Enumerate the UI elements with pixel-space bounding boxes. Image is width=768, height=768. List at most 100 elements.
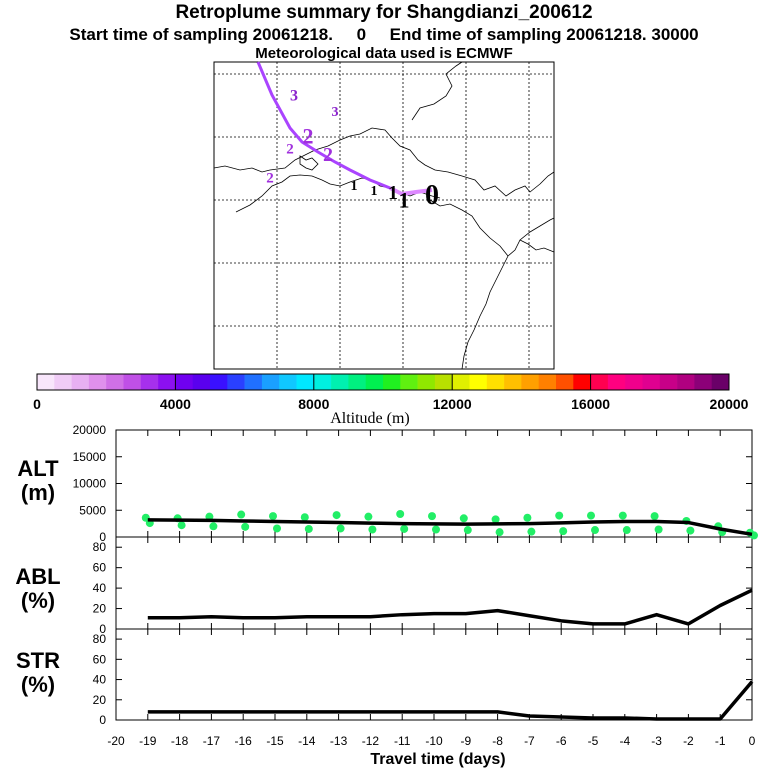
alt-point-upper-altitude-10 [459, 514, 468, 523]
x-tick-label-17: -3 [651, 734, 662, 748]
str-ytick-label-4: 80 [93, 632, 107, 646]
alt-point-lower-altitude-14 [591, 526, 599, 535]
colorbar-tick-label-4: 16000 [571, 396, 610, 412]
colorbar-cell-20 [383, 374, 401, 390]
x-tick-label-5: -15 [266, 734, 284, 748]
map-marker-6: 1 [351, 179, 358, 194]
map-frame [213, 61, 555, 370]
trajectory-recent [389, 186, 433, 197]
x-axis-ticks: -20 -19 -18 -17 -16 -15 -14 -13 -12 -11 -10 -9 -8 -7-… [107, 734, 755, 748]
coast-line-6 [507, 217, 555, 257]
colorbar-cell-13 [261, 374, 280, 390]
abl-ytick-label-1: 20 [93, 602, 107, 616]
alt-point-lower-altitude-9 [432, 525, 440, 534]
alt-point-upper-altitude-7 [364, 512, 373, 521]
x-tick-label-16: -4 [619, 734, 630, 748]
map-marker-1: 3 [332, 105, 339, 120]
str-label: STR [16, 648, 60, 673]
alt-label: ALT [17, 456, 59, 481]
alt-ytick-label-0: 0 [99, 530, 106, 544]
alt-point-lower-altitude-17 [686, 526, 695, 535]
abl-ytick-label-2: 40 [93, 581, 107, 595]
map-marker-10: 0 [425, 180, 439, 211]
colorbar-cell-29 [538, 374, 557, 390]
alt-point-lower-altitude-5 [304, 524, 313, 533]
colorbar-cell-1 [54, 374, 72, 390]
map-marker-0: 3 [290, 88, 298, 105]
chart-title: Retroplume summary for Shangdianzi_20061… [175, 2, 593, 23]
alt-point-upper-altitude-5 [300, 513, 309, 522]
x-tick-label-11: -9 [460, 734, 471, 748]
colorbar-cell-11 [227, 374, 245, 390]
alt-point-lower-altitude-15 [622, 526, 631, 535]
colorbar-cell-24 [452, 374, 470, 390]
abl-unit: (%) [21, 588, 55, 613]
colorbar-cell-31 [573, 374, 591, 390]
colorbar-cell-16 [313, 374, 332, 390]
alt-point-lower-altitude-11 [495, 528, 504, 537]
x-tick-label-19: -1 [715, 734, 726, 748]
x-tick-label-9: -11 [394, 734, 411, 748]
colorbar-cell-32 [590, 374, 609, 390]
colorbar-cell-36 [659, 374, 678, 390]
alt-point-upper-altitude-6 [332, 511, 341, 520]
alt-point-upper-altitude-3 [237, 510, 246, 519]
colorbar-tick-label-3: 12000 [433, 396, 472, 412]
str-series-line-0 [147, 680, 754, 721]
abl-ytick-label-4: 80 [93, 540, 107, 554]
alt-point-upper-altitude-9 [428, 512, 436, 521]
colorbar-cell-26 [486, 374, 505, 390]
x-tick-label-3: -17 [203, 734, 221, 748]
coast-line-4 [461, 171, 555, 197]
colorbar-cell-6 [140, 374, 159, 390]
island-outline [299, 155, 319, 171]
colorbar-cell-34 [625, 374, 643, 390]
alt-ytick-label-3: 15000 [73, 450, 107, 464]
alt-point-lower-altitude-10 [463, 526, 472, 535]
alt-point-lower-altitude-4 [273, 524, 281, 533]
coast-line-7 [461, 255, 509, 370]
map-marker-5: 2 [266, 170, 274, 186]
colorbar-tick-label-2: 8000 [298, 396, 329, 412]
colorbar-tick-label-5: 20000 [710, 396, 749, 412]
map-marker-9: 1 [399, 188, 410, 213]
x-tick-label-7: -13 [330, 734, 348, 748]
alt-point-upper-altitude-11 [491, 515, 500, 524]
colorbar-cell-23 [434, 374, 453, 390]
alt-point-upper-altitude-16 [650, 512, 659, 521]
alt-point-lower-altitude-1 [177, 521, 186, 530]
coast-line-3 [411, 61, 463, 121]
alt-ytick-label-2: 10000 [73, 477, 107, 491]
colorbar-cell-10 [210, 374, 228, 390]
colorbar-cell-9 [192, 374, 211, 390]
colorbar-tick-label-0: 0 [33, 396, 41, 412]
alt-series-line-0 [147, 518, 753, 537]
series-lines [147, 518, 754, 721]
alt-point-lower-altitude-16 [654, 525, 663, 534]
str-panel-frame [115, 628, 753, 721]
colorbar-cell-8 [175, 374, 193, 390]
map-marker-3: 2 [303, 124, 314, 149]
alt-point-lower-altitude-8 [400, 524, 409, 533]
colorbar-cell-21 [400, 374, 418, 390]
abl-label: ABL [15, 564, 60, 589]
x-axis-label: Travel time (days) [370, 751, 505, 768]
colorbar-cell-5 [123, 374, 142, 390]
colorbar-cell-4 [106, 374, 124, 390]
trajectory-old [256, 61, 391, 190]
abl-ytick-label-3: 60 [93, 561, 107, 575]
x-tick-label-4: -16 [235, 734, 253, 748]
x-tick-label-1: -19 [139, 734, 157, 748]
colorbar-cell-17 [331, 374, 349, 390]
abl-series-line-0 [147, 588, 753, 626]
colorbar-cell-2 [71, 374, 90, 390]
str-ytick-label-0: 0 [99, 713, 106, 727]
map-marker-2: 2 [286, 141, 294, 157]
alt-point-upper-altitude-13 [555, 511, 564, 520]
map-marker-7: 1 [371, 184, 378, 199]
x-tick-label-15: -5 [588, 734, 599, 748]
colorbar-cell-27 [504, 374, 522, 390]
